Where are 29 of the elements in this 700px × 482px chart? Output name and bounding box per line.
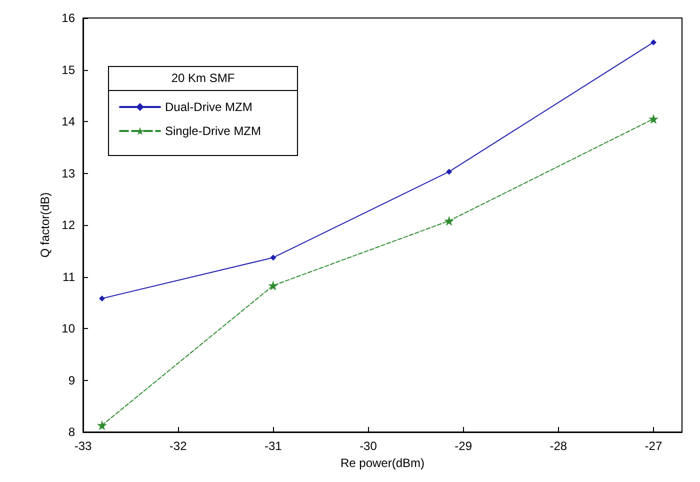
y-tick-label: 12 <box>62 218 76 232</box>
point <box>444 216 454 226</box>
point <box>268 280 278 291</box>
y-tick-label: 16 <box>62 11 76 25</box>
y-tick-label: 13 <box>62 166 76 180</box>
point <box>648 114 658 124</box>
y-tick-label: 14 <box>62 114 76 128</box>
point <box>97 420 108 430</box>
x-tick-label: -30 <box>360 439 378 453</box>
x-axis-title: Re power(dBm) <box>340 456 425 470</box>
point <box>446 168 452 175</box>
x-tick-label: -32 <box>169 439 188 453</box>
x-tick-label: -27 <box>644 439 662 453</box>
y-tick-label: 11 <box>62 270 76 284</box>
y-tick-label: 8 <box>68 425 76 439</box>
point <box>270 254 276 261</box>
y-tick-label: 9 <box>68 373 76 388</box>
x-tick-label: -29 <box>454 439 472 453</box>
x-tick-label: -31 <box>264 439 282 453</box>
x-tick-label: -33 <box>74 439 92 453</box>
legend-label: Dual-Drive MZM <box>165 100 252 114</box>
y-tick-label: 10 <box>62 322 76 336</box>
legend-label: Single-Drive MZM <box>165 124 262 138</box>
x-tick-label: -28 <box>550 439 568 453</box>
y-tick-label: 15 <box>62 62 76 77</box>
y-axis-title: Q factor(dB) <box>38 192 52 258</box>
point <box>650 39 656 46</box>
legend-title: 20 Km SMF <box>109 67 297 91</box>
point <box>99 295 106 302</box>
